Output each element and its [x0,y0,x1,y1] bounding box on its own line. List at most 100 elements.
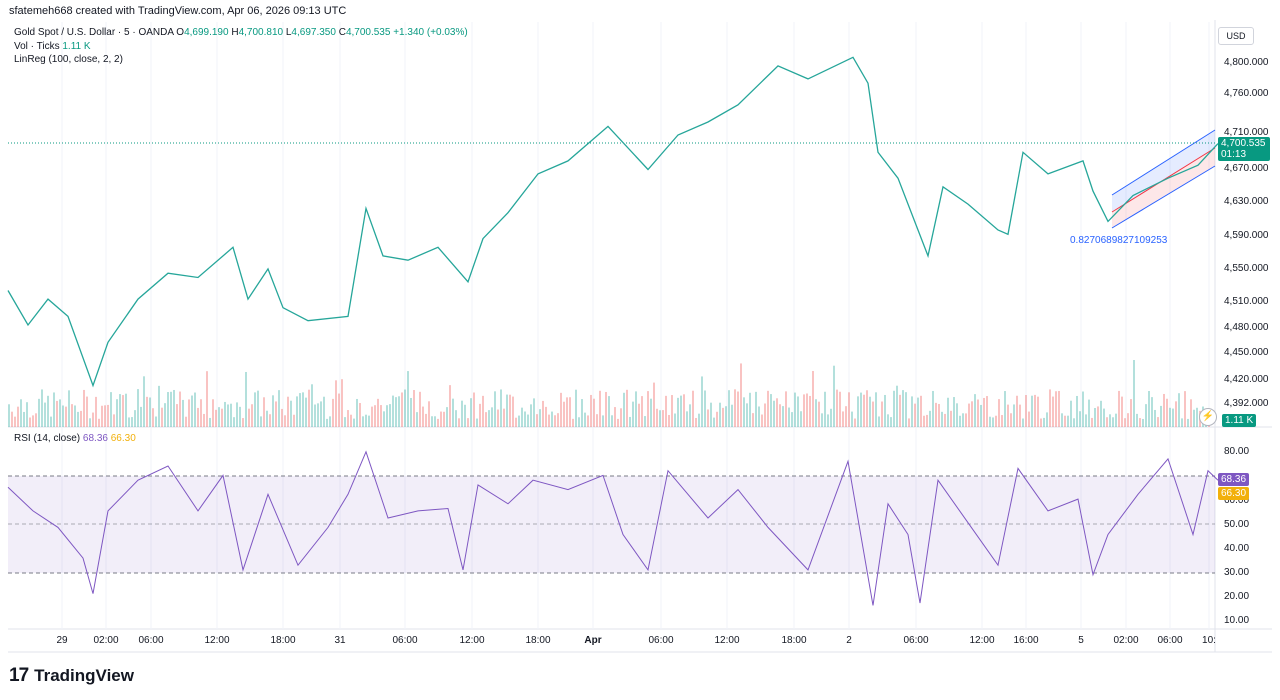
rsi-legend[interactable]: RSI (14, close) 68.36 66.30 [14,433,136,444]
linreg-label: LinReg (100, close, 2, 2) [14,54,123,65]
volume-bar [410,397,412,427]
currency-selector[interactable]: USD [1218,27,1254,45]
volume-row[interactable]: Vol · Ticks 1.11 K [14,40,468,54]
volume-bar [389,404,391,427]
volume-bar [1112,417,1114,427]
volume-bar [644,416,646,427]
volume-bar [782,406,784,427]
volume-bar [1148,391,1150,427]
volume-bar [857,396,859,427]
high-value: 4,700.810 [238,27,284,38]
rsi-line [7,450,1219,606]
volume-bar [1118,390,1120,427]
volume-bar [1175,401,1177,427]
volume-bar [746,403,748,427]
rsi-value-tag: 68.36 [1218,473,1250,486]
linreg-row[interactable]: LinReg (100, close, 2, 2) [14,53,468,67]
volume-bar [935,402,937,427]
price-series [7,56,1219,388]
volume-bar [848,392,850,427]
lightning-icon[interactable]: ⚡ [1199,408,1217,426]
open-value: 4,699.190 [184,27,229,38]
volume-bar [1121,396,1123,427]
tradingview-logo[interactable]: 17 TradingView [9,662,134,690]
price-axis-label: 4,392.000 [1224,398,1269,409]
volume-bar [284,415,286,427]
time-axis-label: 5 [1078,635,1084,646]
volume-bar [626,389,628,427]
volume-bar [164,403,166,427]
volume-bar [1058,390,1060,427]
volume-bar [44,402,46,427]
volume-bar [1130,399,1132,427]
volume-bar [887,414,889,427]
volume-bar [950,410,952,427]
price-axis-label: 4,710.000 [1224,127,1269,138]
volume-bar [464,404,466,427]
symbol-name: Gold Spot / U.S. Dollar · 5 · OANDA [14,27,174,38]
volume-bar [632,401,634,427]
volume-bar [533,398,535,427]
volume-bar [455,410,457,427]
volume-bar [665,395,667,427]
volume-bar [395,397,397,427]
volume-bar [398,396,400,427]
volume-bar [419,391,421,427]
volume-bar [1085,414,1087,427]
rsi-value: 68.36 [82,433,108,444]
volume-bar [620,408,622,427]
volume-bar [8,404,10,427]
volume-bar [704,390,706,427]
volume-bar [158,385,160,427]
volume-bar [539,409,541,427]
volume-bar [137,389,139,427]
volume-bar [512,396,514,427]
volume-bar [854,418,856,427]
volume-bar [335,380,337,427]
volume-bar [968,403,970,427]
time-axis-label: 18:00 [525,635,551,646]
volume-bar [344,417,346,427]
volume-bar [794,392,796,427]
time-axis-label: 06:00 [903,635,929,646]
volume-bar [104,405,106,427]
volume-bar [866,390,868,427]
volume-bar [518,415,520,427]
volume-bar [689,404,691,427]
volume-bar [359,403,361,427]
volume-bar [1145,404,1147,427]
volume-bar [569,397,571,427]
volume-bar [578,417,580,427]
grid-lines [61,22,1210,629]
volume-bar [1004,391,1006,427]
volume-bar [317,403,319,427]
volume-bar [596,414,598,427]
volume-bar [125,393,127,427]
volume-bar [50,416,52,427]
volume-bar [11,411,13,427]
symbol-row[interactable]: Gold Spot / U.S. Dollar · 5 · OANDA O4,6… [14,26,468,40]
linreg-lower-line [1111,165,1216,229]
volume-bar [479,403,481,427]
volume-bar [446,407,448,427]
volume-bar [881,401,883,427]
volume-bar [29,417,31,427]
volume-bar [1139,418,1141,427]
volume-bar [197,407,199,427]
volume-bar [56,400,58,427]
volume-bar [722,407,724,427]
rsi-axis-label: 60.00 [1224,495,1250,506]
volume-bar [572,418,574,427]
volume-bar [965,413,967,427]
volume-bar [557,413,559,427]
volume-bar [320,401,322,427]
volume-bar [1181,418,1183,427]
linreg-value-label: 0.8270689827109253 [1070,235,1168,246]
volume-bar [776,398,778,427]
volume-bar [647,391,649,427]
volume-bar [461,400,463,427]
volume-bar [770,394,772,427]
volume-bar [938,403,940,427]
volume-bar [422,406,424,427]
